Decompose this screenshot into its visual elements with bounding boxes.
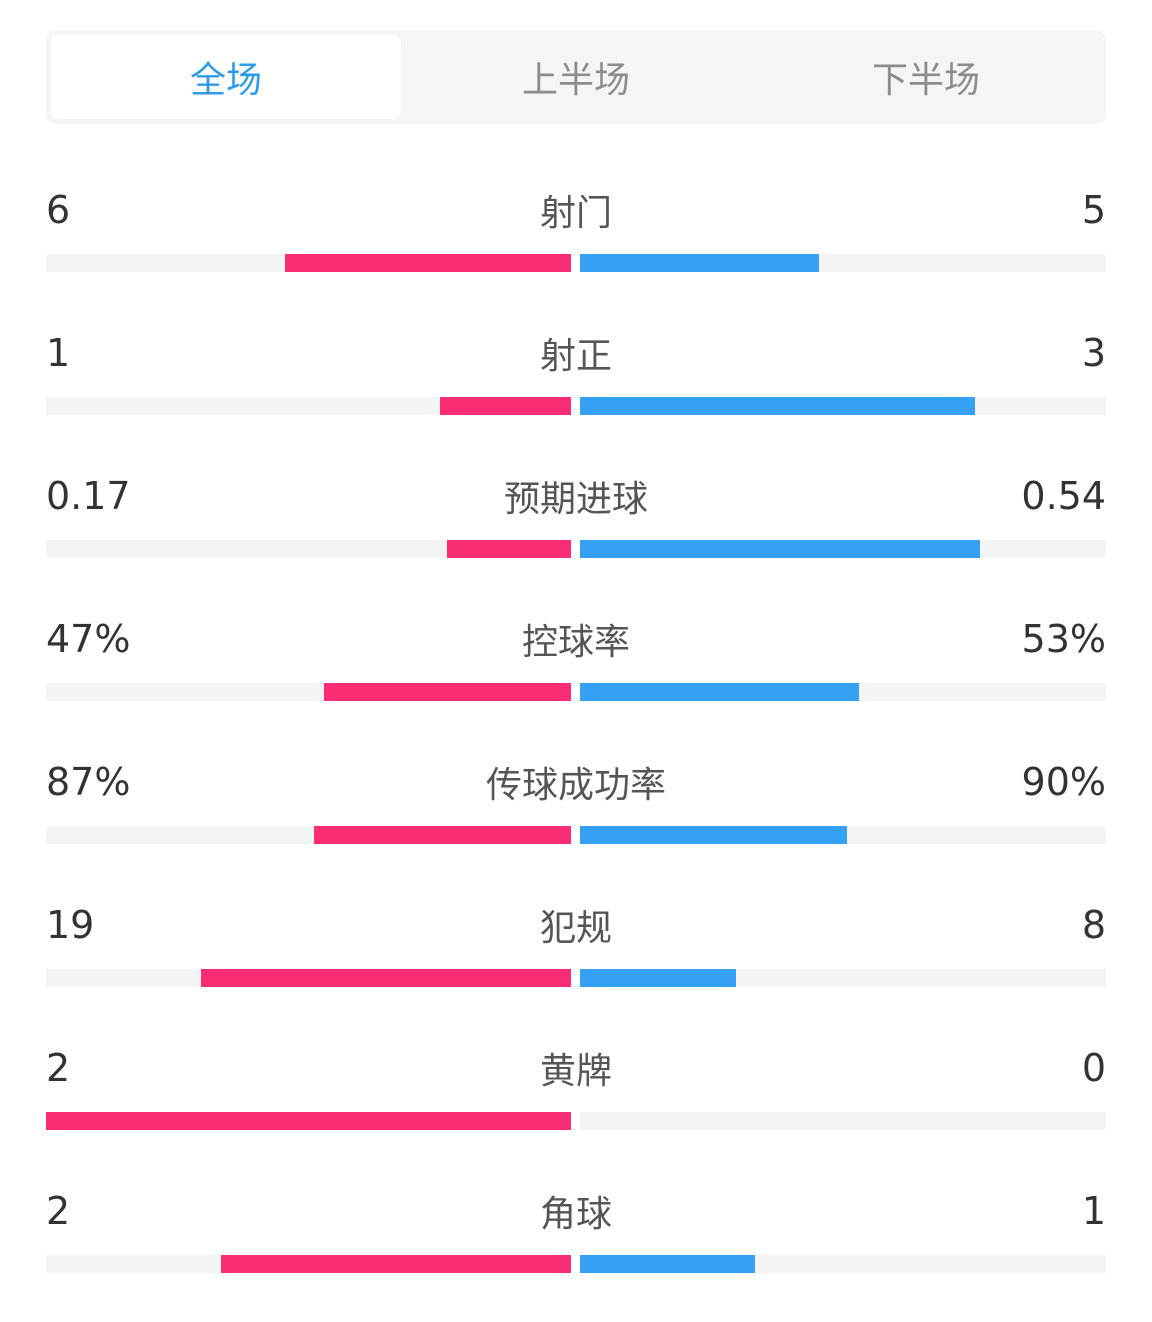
away-value: 0 <box>1081 1046 1106 1090</box>
away-bar-track <box>580 1112 1106 1130</box>
away-value: 0.54 <box>1021 474 1106 518</box>
home-bar-fill <box>313 826 571 844</box>
home-bar-fill <box>201 969 571 987</box>
home-value: 87% <box>46 760 131 804</box>
stat-row-fouls: 19 犯规 8 <box>46 875 1106 1018</box>
away-value: 53% <box>1021 617 1106 661</box>
away-bar-track <box>580 397 1106 415</box>
home-bar-track <box>46 1112 571 1130</box>
home-bar-fill <box>46 1112 571 1130</box>
away-bar-fill <box>580 683 859 701</box>
home-value: 6 <box>46 188 71 232</box>
away-value: 5 <box>1081 188 1106 232</box>
stat-row-possession: 47% 控球率 53% <box>46 589 1106 732</box>
home-bar-fill <box>439 397 571 415</box>
home-value: 47% <box>46 617 131 661</box>
away-bar-track <box>580 826 1106 844</box>
home-bar-track <box>46 826 571 844</box>
home-bar-track <box>46 540 571 558</box>
away-bar-track <box>580 969 1106 987</box>
home-value: 2 <box>46 1189 71 1233</box>
away-bar-track <box>580 540 1106 558</box>
home-bar-fill <box>220 1255 571 1273</box>
stat-row-yellow-cards: 2 黄牌 0 <box>46 1018 1106 1161</box>
home-bar-fill <box>446 540 571 558</box>
stat-row-pass-accuracy: 87% 传球成功率 90% <box>46 732 1106 875</box>
home-bar-fill <box>284 254 571 272</box>
away-value: 90% <box>1021 760 1106 804</box>
away-bar-track <box>580 254 1106 272</box>
home-value: 0.17 <box>46 474 131 518</box>
stat-label: 控球率 <box>521 622 630 663</box>
away-bar-track <box>580 683 1106 701</box>
stat-row-expected-goals: 0.17 预期进球 0.54 <box>46 446 1106 589</box>
stat-label: 角球 <box>539 1194 612 1235</box>
away-value: 8 <box>1081 903 1106 947</box>
away-bar-fill <box>580 397 975 415</box>
away-value: 1 <box>1081 1189 1106 1233</box>
tab-full-match[interactable]: 全场 <box>51 35 401 119</box>
away-bar-fill <box>580 254 820 272</box>
stat-row-shots-on-target: 1 射正 3 <box>46 303 1106 446</box>
tab-second-half[interactable]: 下半场 <box>871 60 980 101</box>
away-bar-fill <box>580 969 736 987</box>
home-value: 2 <box>46 1046 71 1090</box>
home-bar-track <box>46 683 571 701</box>
stat-label: 射门 <box>539 193 612 234</box>
away-value: 3 <box>1081 331 1106 375</box>
away-bar-fill <box>580 1255 756 1273</box>
stat-label: 射正 <box>539 336 612 377</box>
stat-row-corners: 2 角球 1 <box>46 1161 1106 1304</box>
home-bar-track <box>46 254 571 272</box>
away-bar-fill <box>580 826 848 844</box>
away-bar-track <box>580 1255 1106 1273</box>
stat-label: 犯规 <box>539 908 612 949</box>
home-bar-track <box>46 397 571 415</box>
home-bar-track <box>46 1255 571 1273</box>
home-bar-fill <box>324 683 571 701</box>
stats-list: 6 射门 5 1 射正 3 0.17 预期进球 0.54 47% 控球率 53% <box>46 160 1106 1304</box>
home-bar-track <box>46 969 571 987</box>
stat-label: 传球成功率 <box>485 765 666 806</box>
stat-label: 预期进球 <box>503 479 648 520</box>
period-tabs: 全场 上半场 下半场 <box>46 30 1106 124</box>
home-value: 19 <box>46 903 95 947</box>
stat-row-shots: 6 射门 5 <box>46 160 1106 303</box>
tab-first-half[interactable]: 上半场 <box>521 60 630 101</box>
home-value: 1 <box>46 331 71 375</box>
away-bar-fill <box>580 540 980 558</box>
stat-label: 黄牌 <box>539 1051 612 1092</box>
